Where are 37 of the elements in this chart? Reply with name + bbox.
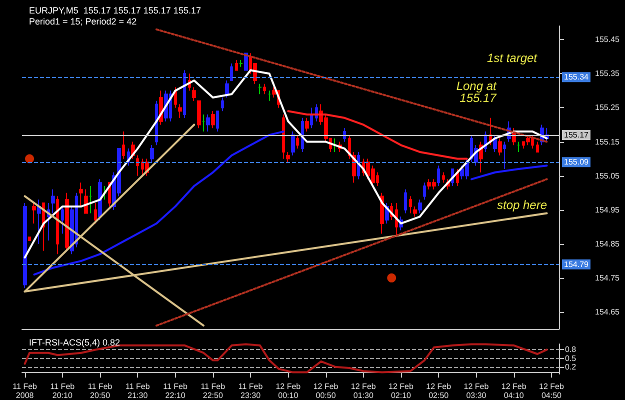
annotation: Long at 155.17 <box>456 79 500 105</box>
ref-line-label: 154.79 <box>564 260 590 269</box>
chart-title: EURJPY,M5 155.17 155.17 155.17 155.17 <box>29 6 201 16</box>
x-tick-label: 12 Feb 03:30 <box>464 382 490 400</box>
x-tick-label: 12 Feb 04:50 <box>539 382 564 400</box>
y-tick-label: 155.15 <box>595 137 620 146</box>
x-tick-label: 11 Feb 2008 <box>12 382 38 400</box>
y-tick-label: 154.65 <box>595 307 620 316</box>
x-tick-label: 12 Feb 02:50 <box>426 382 452 400</box>
y-tick-label: 154.95 <box>595 205 620 214</box>
y-tick-label: 155.45 <box>595 35 620 44</box>
y-tick-label: 155.05 <box>595 171 620 180</box>
y-tick-label: 0.5 <box>565 354 577 363</box>
y-tick-label: 0.2 <box>565 362 577 372</box>
x-tick-label: 11 Feb 22:50 <box>200 382 226 400</box>
x-tick-label: 11 Feb 20:10 <box>50 382 76 400</box>
x-tick-label: 12 Feb 00:50 <box>313 382 339 400</box>
x-tick-label: 12 Feb 04:10 <box>501 382 527 400</box>
x-tick-label: 11 Feb 22:10 <box>163 382 188 400</box>
x-tick-label: 11 Feb 23:30 <box>238 382 264 400</box>
x-tick-label: 12 Feb 02:10 <box>388 382 414 400</box>
y-tick-label: 155.25 <box>595 103 620 112</box>
y-tick-label: 155.35 <box>595 69 620 78</box>
x-tick-label: 11 Feb 21:30 <box>126 382 150 400</box>
x-tick-label: 12 Feb 00:10 <box>276 382 302 400</box>
x-tick-label: 11 Feb 20:50 <box>88 382 113 400</box>
chart-subtitle: Period1 = 15; Period2 = 42 <box>29 16 137 26</box>
annotation: 1st target <box>486 51 538 65</box>
y-tick-label: 154.75 <box>595 273 620 282</box>
ref-line-label: 155.34 <box>564 72 590 82</box>
y-tick-label: 0.8 <box>565 345 577 354</box>
y-tick-label: 154.85 <box>595 239 620 248</box>
ref-line-label: 155.09 <box>564 158 590 167</box>
ref-line-label: 155.17 <box>564 130 590 140</box>
x-tick-label: 12 Feb 01:30 <box>350 382 376 400</box>
annotation: stop here <box>496 198 548 212</box>
chart-title: IFT-RSI-ACS(5,4) 0.82 <box>29 338 120 348</box>
